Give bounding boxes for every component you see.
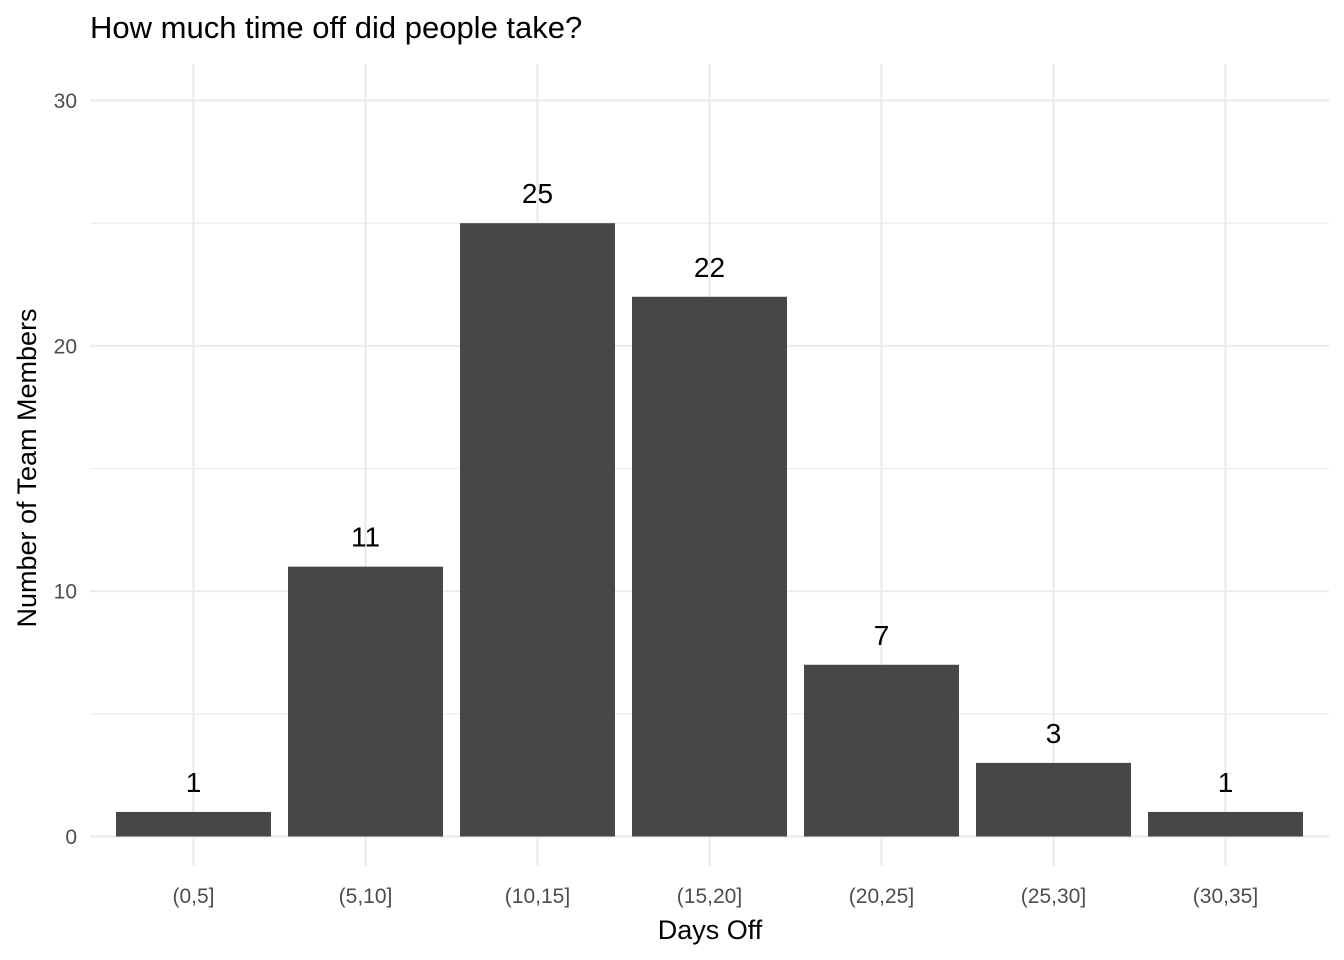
x-axis-title: Days Off (658, 915, 763, 945)
bar (1148, 811, 1303, 837)
x-tick-label: (25,30] (1021, 885, 1086, 908)
y-tick-label: 30 (54, 90, 77, 113)
y-tick-label: 0 (65, 826, 77, 849)
y-tick-label: 20 (54, 335, 77, 358)
x-tick-label: (20,25] (849, 885, 914, 908)
x-tick-label: (5,10] (339, 885, 393, 908)
bar-value-label: 1 (1218, 767, 1234, 798)
bar (632, 296, 787, 837)
y-tick-label: 10 (54, 581, 77, 604)
bar (288, 566, 443, 837)
bar-value-label: 1 (186, 767, 202, 798)
bar-value-label: 3 (1046, 718, 1062, 749)
x-tick-label: (15,20] (677, 885, 742, 908)
x-axis-ticks: (0,5] (5,10] (10,15] (15,20] (20,25] (25,30] (… (172, 885, 1258, 908)
bars (116, 223, 1303, 837)
bar-value-label: 11 (351, 522, 380, 553)
y-axis-ticks: 0 10 20 30 (54, 90, 77, 849)
bar-value-label: 7 (874, 620, 890, 651)
bar (804, 664, 959, 837)
bar (460, 223, 615, 837)
x-tick-label: (10,15] (505, 885, 570, 908)
x-tick-label: (0,5] (172, 885, 214, 908)
bar (116, 811, 271, 837)
bar-value-label: 25 (522, 178, 553, 209)
chart-title: How much time off did people take? (90, 10, 582, 45)
y-axis-title: Number of Team Members (12, 308, 42, 627)
x-tick-label: (30,35] (1193, 885, 1258, 908)
bar-value-label: 22 (694, 252, 725, 283)
bar (976, 762, 1131, 837)
